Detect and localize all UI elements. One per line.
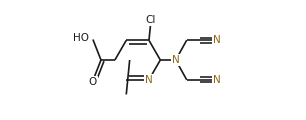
Text: N: N — [145, 75, 153, 85]
Text: HO: HO — [73, 33, 89, 43]
Text: O: O — [89, 77, 97, 87]
Text: N: N — [213, 75, 221, 85]
Text: Cl: Cl — [145, 15, 156, 25]
Text: N: N — [172, 55, 180, 65]
Text: N: N — [213, 35, 221, 45]
